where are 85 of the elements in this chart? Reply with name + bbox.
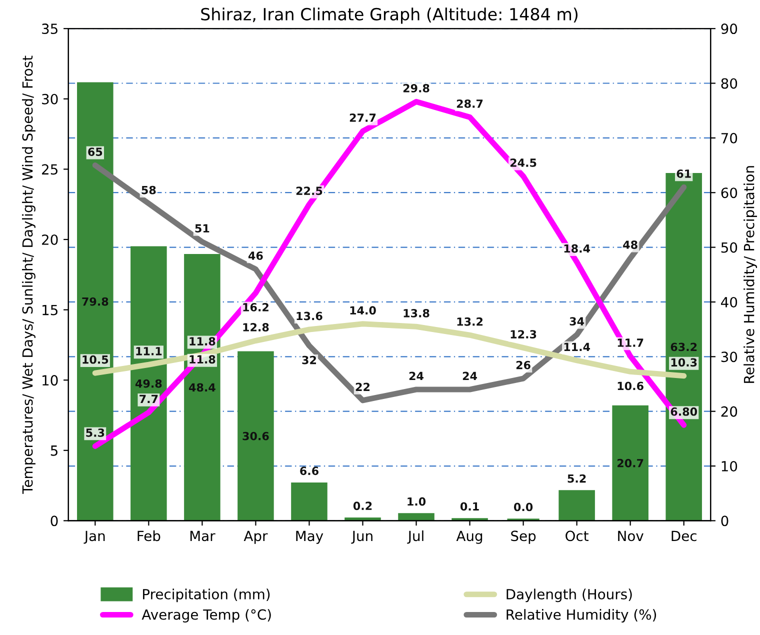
x-tick-label: Sep: [511, 530, 536, 544]
data-label: 5.3: [86, 428, 104, 437]
data-label: 6.6: [300, 466, 318, 476]
y-tick-label: 20: [42, 234, 58, 245]
chart-title: Shiraz, Iran Climate Graph (Altitude: 1484 m): [201, 8, 578, 24]
data-label: 11.8: [190, 337, 216, 346]
data-label: 61: [676, 169, 691, 178]
data-label: 22.5: [296, 186, 322, 196]
data-label: 58: [142, 186, 156, 194]
data-label: 5.2: [568, 474, 586, 483]
data-label: 0.1: [460, 502, 479, 511]
x-tick-label: Mar: [190, 530, 216, 542]
data-label: 10.6: [618, 382, 644, 390]
data-label: 12.8: [243, 323, 269, 332]
data-label: 79.8: [82, 297, 108, 306]
y-tick-label: 35: [42, 24, 58, 34]
data-label: 13.2: [457, 317, 483, 326]
y-tick-label: 30: [42, 94, 58, 104]
data-label: 49.8: [135, 379, 162, 388]
legend-label: Relative Humidity (%): [506, 609, 656, 622]
data-label: 10.3: [671, 358, 697, 367]
y2-tick-label: 10: [722, 460, 738, 472]
y2-tick-label: 60: [721, 188, 738, 198]
y-tick-label: 15: [42, 304, 58, 316]
y2-tick-label: 70: [721, 132, 738, 144]
data-label: 16.2: [243, 303, 268, 312]
x-tick-label: Oct: [566, 530, 588, 542]
x-tick-label: Apr: [244, 530, 268, 544]
x-tick-label: Aug: [456, 530, 482, 544]
data-label: 11.7: [618, 338, 644, 347]
data-label: 46: [248, 252, 263, 260]
y2-tick-label: 20: [721, 406, 738, 417]
data-label: 10.5: [82, 355, 108, 364]
y2-tick-label: 0: [721, 516, 728, 526]
data-label: 26: [516, 360, 530, 370]
x-tick-label: Jul: [407, 530, 424, 544]
data-label: 13.6: [296, 312, 322, 320]
data-label: 34: [570, 317, 584, 326]
data-label: 65: [88, 148, 102, 156]
y2-tick-label: 30: [721, 352, 738, 362]
data-label: 63.2: [670, 342, 697, 352]
y-axis-title: Temperatures/ Wet Days/ Sunlight/ Daylight/ Wind Speed/ Frost: [22, 56, 36, 494]
data-label: 11.8: [190, 355, 216, 364]
y2-axis-title: Relative Humidity/ Precipitation: [744, 166, 757, 383]
data-label: 13.8: [404, 308, 430, 318]
data-label: 22: [356, 382, 370, 391]
data-label: 11.4: [564, 342, 590, 351]
data-label: 24: [462, 372, 477, 380]
x-tick-label: Jun: [351, 530, 372, 544]
data-label: 0.2: [353, 502, 372, 510]
data-label: 51: [195, 224, 210, 233]
y-tick-label: 10: [42, 375, 58, 386]
x-tick-label: Jan: [84, 530, 105, 544]
y-tick-label: 0: [50, 516, 58, 526]
data-label: 30.6: [242, 432, 269, 440]
data-label: 48.4: [188, 383, 216, 392]
legend-label: Average Temp (°C): [142, 609, 271, 622]
data-label: 48: [623, 240, 638, 249]
x-tick-label: Feb: [138, 530, 160, 542]
data-label: 29.8: [403, 84, 430, 92]
data-label: 28.7: [456, 99, 483, 108]
data-label: 11.1: [136, 347, 162, 356]
data-label: 24: [409, 372, 424, 380]
y2-tick-label: 40: [721, 296, 738, 308]
y2-tick-label: 80: [721, 78, 738, 89]
data-label: 32: [302, 356, 316, 364]
data-label: 12.3: [510, 330, 536, 338]
data-label: 6.80: [670, 407, 698, 416]
legend-label: Precipitation (mm): [143, 588, 270, 602]
data-label: 0.0: [514, 502, 533, 512]
data-label: 27.7: [350, 114, 376, 122]
y2-tick-label: 50: [721, 242, 738, 253]
data-label: 7.7: [140, 394, 158, 403]
x-tick-label: Nov: [618, 530, 644, 542]
data-label: 1.0: [408, 497, 426, 506]
y2-tick-label: 90: [721, 24, 738, 34]
data-label: 14.0: [350, 306, 376, 315]
data-label: 18.4: [564, 244, 590, 253]
x-tick-label: Dec: [672, 530, 696, 542]
x-tick-label: May: [296, 530, 324, 544]
data-label: 20.7: [617, 458, 644, 468]
y-tick-label: 5: [50, 446, 58, 456]
data-label: 24.5: [510, 158, 536, 167]
legend-label: Daylength (Hours): [506, 588, 632, 602]
y-tick-label: 25: [42, 164, 58, 175]
